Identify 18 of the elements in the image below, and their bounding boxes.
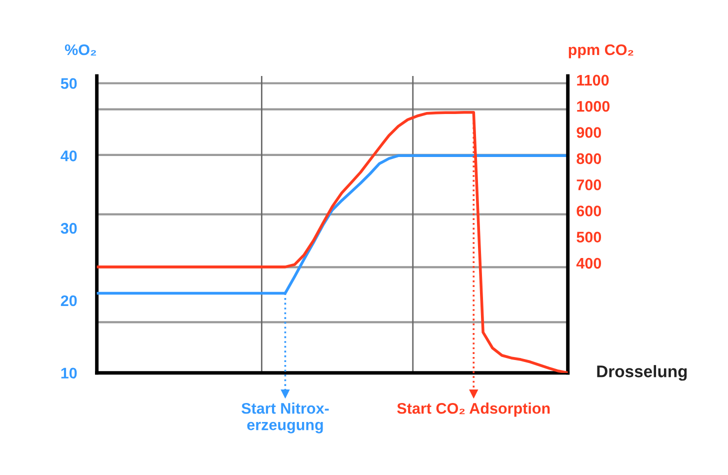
y2-tick-label: 500 bbox=[576, 232, 602, 243]
y-tick-label: 10 bbox=[61, 368, 77, 379]
y-tick-label: 50 bbox=[60, 78, 77, 89]
y-axis-title: %O₂ bbox=[64, 44, 96, 56]
y2-tick-label: 900 bbox=[576, 127, 602, 138]
y2-axis-title: ppm CO₂ bbox=[568, 44, 634, 58]
y2-tick-label: 1000 bbox=[577, 100, 610, 112]
y2-tick-label: 400 bbox=[576, 258, 602, 269]
y2-tick-label: 600 bbox=[576, 206, 602, 216]
annotation: Start CO₂ Adsorption bbox=[397, 402, 550, 417]
y2-tick-label: 1100 bbox=[577, 74, 609, 86]
x-axis-title: Drosselung bbox=[597, 365, 687, 381]
annotation: Start Nitrox- erzeugung bbox=[242, 402, 329, 434]
y-tick-label: 20 bbox=[60, 295, 77, 306]
y-tick-label: 40 bbox=[60, 150, 77, 162]
y-tick-label: 30 bbox=[60, 222, 77, 234]
y2-tick-label: 700 bbox=[576, 179, 602, 190]
y2-tick-label: 800 bbox=[576, 153, 602, 164]
